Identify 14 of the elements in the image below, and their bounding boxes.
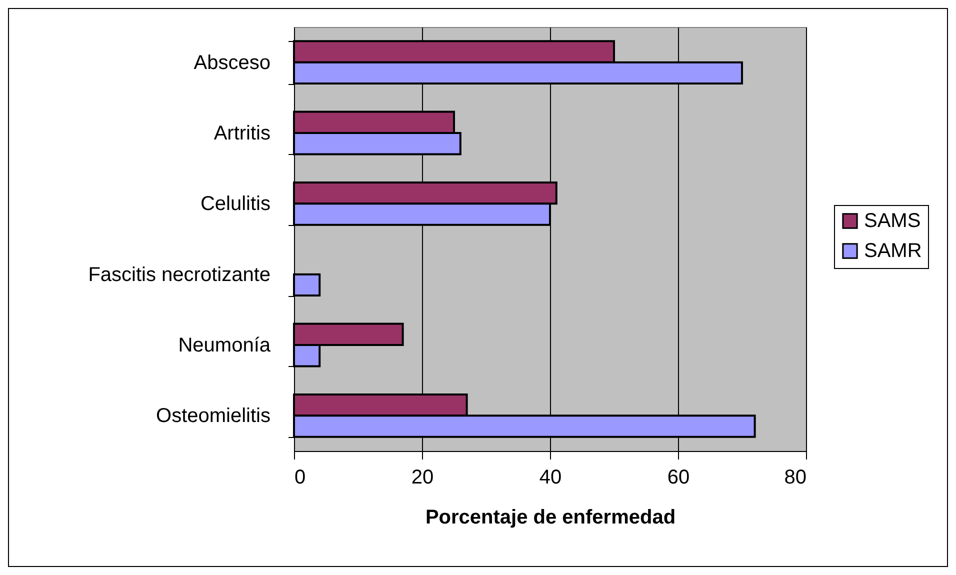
- x-tick-label: 60: [667, 466, 690, 488]
- legend-label: SAMR: [864, 240, 922, 262]
- y-tick-label: Fascitis necrotizante: [88, 264, 270, 286]
- y-tick-label: Artritis: [214, 122, 270, 144]
- y-tick-label: Celulitis: [200, 193, 270, 216]
- x-axis-title: Porcentaje de enfermedad: [425, 506, 676, 528]
- x-tick-label: 80: [784, 466, 806, 488]
- y-tick-label: Neumonía: [178, 334, 272, 356]
- x-tick-label: 40: [539, 466, 562, 488]
- x-tick-label: 20: [411, 466, 434, 488]
- x-tick-label: 0: [294, 466, 306, 488]
- y-tick-label: Absceso: [194, 52, 270, 74]
- legend-label: SAMS: [864, 210, 921, 232]
- y-tick-label: Osteomielitis: [156, 405, 270, 428]
